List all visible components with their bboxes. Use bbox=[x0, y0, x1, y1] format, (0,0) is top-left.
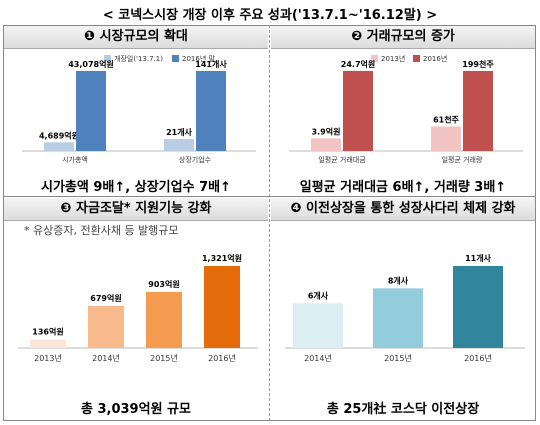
panel-1-caption: 시가총액 9배↑, 상장기업수 7배↑ bbox=[41, 180, 231, 195]
data-label: 3.9억원 bbox=[312, 126, 341, 136]
legend-label: 2016년 bbox=[423, 54, 447, 63]
x-tick-label: 2014년 bbox=[92, 353, 120, 363]
data-label: 1,321억원 bbox=[202, 253, 242, 263]
data-label: 43,078억원 bbox=[68, 59, 114, 69]
fundraising-chart: 136억원 2013년 679억원 2014년 903억원 2015년 1,321억원 201… bbox=[18, 253, 258, 363]
legend-swatch bbox=[371, 55, 378, 62]
x-tick-label: 2013년 bbox=[34, 353, 62, 363]
panel-3-caption: 총 3,039억원 규모 bbox=[81, 402, 191, 417]
legend-swatch bbox=[172, 55, 179, 62]
x-tick-label: 2014년 bbox=[304, 353, 332, 363]
bar bbox=[311, 138, 341, 151]
bar bbox=[453, 266, 503, 348]
data-label: 903억원 bbox=[148, 279, 179, 289]
x-tick-label: 2016년 bbox=[208, 353, 236, 363]
x-tick-label: 시가총액 bbox=[62, 155, 88, 164]
panel-1-title: ❶ 시장규모의 확대 bbox=[4, 26, 268, 49]
bar bbox=[373, 288, 423, 348]
bar bbox=[431, 126, 461, 151]
panel-2-caption: 일평균 거래대금 6배↑, 거래량 3배↑ bbox=[299, 180, 507, 195]
bar bbox=[196, 71, 226, 151]
bar bbox=[463, 71, 493, 151]
data-label: 61천주 bbox=[433, 114, 459, 124]
panel-3-subtitle: * 유상증자, 전환사채 등 발행규모 bbox=[24, 224, 179, 237]
bar bbox=[164, 139, 194, 151]
data-label: 199천주 bbox=[462, 59, 494, 69]
data-label: 6개사 bbox=[308, 290, 329, 300]
bar bbox=[146, 291, 182, 348]
legend-swatch bbox=[413, 55, 420, 62]
vertical-divider bbox=[269, 25, 270, 421]
bar bbox=[343, 71, 373, 151]
panel-3-title: ❸ 자금조달* 지원기능 강화 bbox=[4, 198, 268, 221]
page-title: < 코넥스시장 개장 이후 주요 성과('13.7.1~'16.12말) > bbox=[102, 8, 438, 23]
legend-label: 개장일('13.7.1) bbox=[114, 54, 163, 63]
legend-label: 2013년 bbox=[381, 54, 405, 63]
bar bbox=[293, 303, 343, 348]
data-label: 21개사 bbox=[166, 127, 192, 137]
data-label: 679억원 bbox=[90, 293, 121, 303]
data-label: 4,689억원 bbox=[39, 130, 79, 140]
bar bbox=[204, 266, 240, 348]
bar bbox=[76, 71, 106, 151]
panel-2-title: ❷ 거래규모의 증가 bbox=[271, 26, 535, 49]
panel-4-caption: 총 25개社 코스닥 이전상장 bbox=[326, 402, 480, 417]
x-tick-label: 상장기업수 bbox=[179, 155, 212, 164]
data-label: 11개사 bbox=[465, 253, 491, 263]
x-tick-label: 일평균 거래대금 bbox=[318, 155, 366, 164]
bar bbox=[88, 305, 124, 348]
x-tick-label: 2015년 bbox=[384, 353, 412, 363]
x-tick-label: 2016년 bbox=[464, 353, 492, 363]
horizontal-divider bbox=[3, 196, 536, 197]
kosdaq-transfer-chart: 6개사 2014년 8개사 2015년 11개사 2016년 bbox=[285, 253, 525, 363]
data-label: 8개사 bbox=[388, 275, 409, 285]
legend-label: 2016년 말 bbox=[182, 54, 215, 63]
panel-4-title: ❹ 이전상장을 통한 성장사다리 체제 강화 bbox=[271, 198, 535, 221]
data-label: 24.7억원 bbox=[341, 59, 375, 69]
data-label: 136억원 bbox=[32, 327, 63, 337]
bar bbox=[30, 339, 66, 348]
legend-swatch bbox=[104, 55, 111, 62]
x-tick-label: 2015년 bbox=[150, 353, 178, 363]
bar bbox=[44, 142, 74, 151]
data-label: 141개사 bbox=[195, 59, 227, 69]
x-tick-label: 일평균 거래량 bbox=[442, 155, 483, 164]
